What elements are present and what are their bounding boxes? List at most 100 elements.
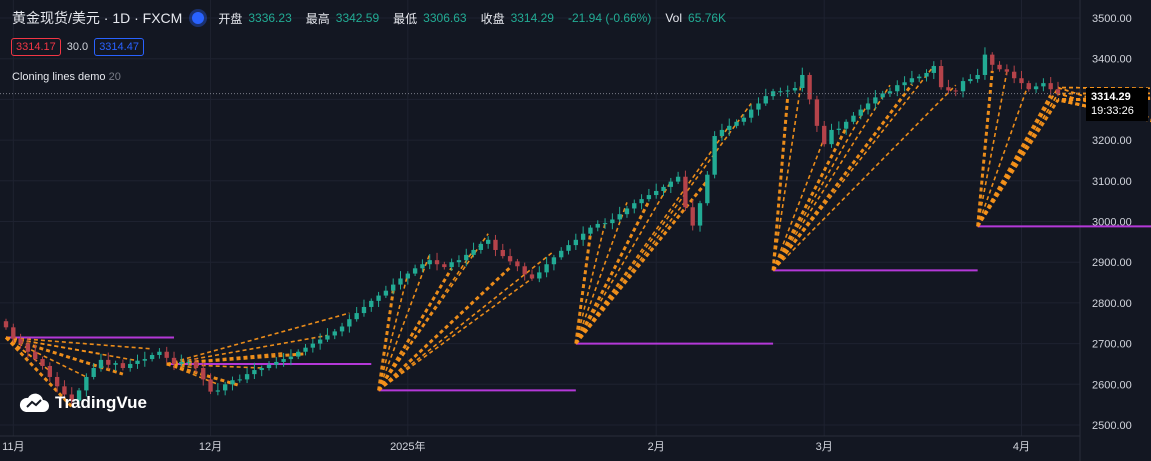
clone-line [5, 336, 87, 378]
candle-body [464, 254, 469, 261]
candle-body [179, 361, 184, 364]
clone-line [575, 200, 687, 345]
candle-body [274, 361, 279, 365]
clone-line [574, 233, 592, 344]
candle-body [690, 207, 695, 226]
clone-line [976, 93, 1059, 227]
candle-body [756, 103, 761, 110]
candle-body [566, 245, 571, 251]
open-value: 3336.23 [248, 11, 292, 25]
candle-body [383, 290, 389, 296]
y-tick-label: 2500.00 [1092, 420, 1132, 432]
candle-body [646, 195, 652, 200]
open-label: 开盘 [218, 11, 243, 26]
candle-body [266, 364, 272, 369]
candle-body [683, 176, 688, 208]
candle-body [814, 99, 820, 126]
x-tick-label: 12月 [199, 441, 222, 453]
candle-body [515, 261, 520, 267]
candle-body [157, 351, 162, 355]
candle-body [507, 256, 513, 262]
candle-body [281, 359, 286, 362]
candle-body [529, 274, 535, 279]
clone-line [771, 83, 914, 272]
clone-line [976, 87, 1059, 227]
candle-body [705, 174, 710, 204]
candle-body [785, 90, 790, 92]
candle-body [763, 96, 768, 104]
candle-body [588, 227, 593, 234]
clone-line [377, 290, 395, 391]
ask-button[interactable]: 3314.47 [94, 38, 144, 56]
legend-header: 黄金现货/美元 · 1D · FXCM 开盘 3336.23 最高 3342.5… [12, 8, 740, 28]
candle-body [84, 376, 89, 391]
x-tick-label: 2025年 [390, 439, 425, 453]
candle-body [639, 199, 644, 204]
candle-body [303, 347, 308, 352]
clone-line [5, 336, 153, 350]
candle-body [990, 54, 995, 65]
candle-body [1048, 83, 1053, 90]
candle-body [880, 93, 885, 98]
candle-body [76, 390, 82, 401]
clone-line [772, 103, 869, 271]
candle-body [946, 87, 951, 91]
clone-line [976, 71, 1008, 227]
clone-line [377, 267, 453, 392]
candle-body [770, 91, 776, 97]
candle-body [1041, 83, 1046, 87]
candle-body [47, 365, 53, 377]
candle-body [931, 66, 936, 73]
clone-line [976, 82, 1030, 227]
candle-body [697, 203, 703, 226]
indicator-param: 20 [108, 71, 121, 83]
candle-body [244, 374, 250, 380]
candle-body [800, 74, 805, 89]
candle-body [822, 125, 827, 145]
candle-body [734, 121, 739, 126]
candle-body [851, 115, 856, 122]
low-label: 最低 [393, 11, 418, 26]
candle-body [917, 76, 922, 79]
clone-line [378, 250, 555, 392]
y-tick-label: 2800.00 [1092, 298, 1132, 310]
candle-body [427, 260, 432, 265]
candle-body [792, 88, 798, 91]
candle-body [551, 257, 557, 265]
clone-line [976, 70, 994, 227]
candle-body [1004, 69, 1010, 72]
candle-body [887, 91, 893, 94]
candle-body [361, 306, 367, 314]
candle-body [25, 343, 31, 352]
candle-body [902, 82, 907, 86]
clone-line [166, 363, 262, 369]
clone-line [378, 277, 533, 392]
candle-body [11, 327, 16, 339]
indicator-legend[interactable]: Cloning lines demo 20 [12, 71, 121, 83]
change-value: -21.94 (-0.66%) [567, 11, 652, 25]
candle-body [347, 319, 352, 327]
close-value: 3314.29 [510, 11, 554, 25]
candle-body [442, 264, 447, 268]
bid-button[interactable]: 3314.17 [11, 38, 61, 56]
clone-line [377, 273, 409, 391]
clone-line [166, 334, 328, 365]
server-time: 19:33:26 [1091, 105, 1134, 117]
candle-body [98, 359, 104, 369]
candle-body [741, 117, 747, 122]
candle-body [719, 129, 725, 137]
candle-body [369, 300, 374, 307]
candle-body [602, 223, 608, 225]
candle-body [975, 74, 980, 80]
candle-body [54, 376, 60, 387]
clone-line [575, 102, 752, 345]
bid-ask-badges: 3314.17 30.0 3314.47 [11, 38, 144, 56]
clone-line [772, 84, 891, 271]
candle-body [909, 78, 915, 83]
candle-body [712, 136, 717, 175]
candle-body [171, 357, 177, 364]
candle-body [537, 272, 542, 279]
x-tick-label: 3月 [816, 441, 833, 453]
candle-body [595, 223, 600, 228]
